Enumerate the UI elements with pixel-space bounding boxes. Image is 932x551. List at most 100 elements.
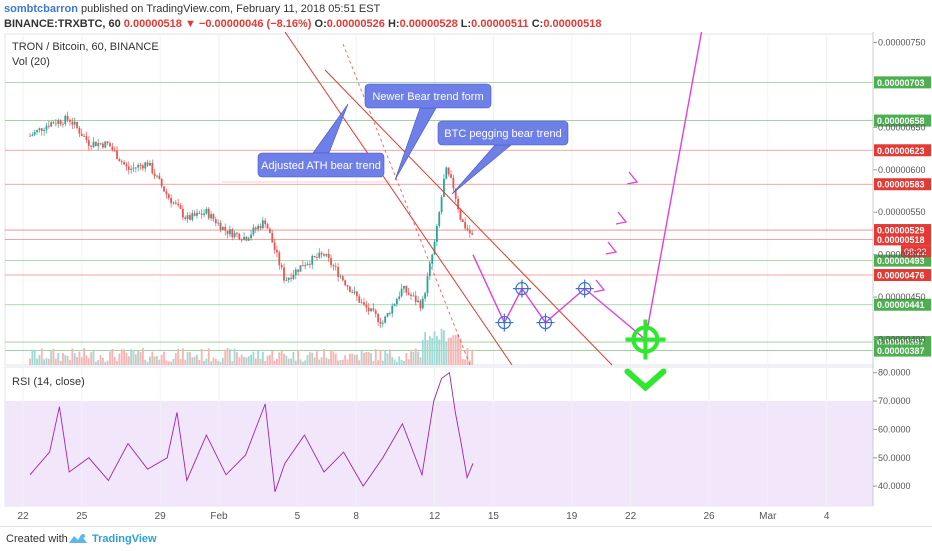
- price-level-tag: [874, 254, 931, 267]
- candle-body: [438, 212, 441, 226]
- ohlc-low-label: L:: [460, 18, 472, 30]
- price-level-label: 0.00000397: [877, 338, 925, 348]
- candle-body: [43, 129, 46, 131]
- volume-bar: [431, 337, 434, 365]
- candle-body: [111, 146, 114, 150]
- volume-bar: [111, 348, 114, 365]
- volume-bar: [379, 350, 382, 365]
- candle-body: [238, 233, 241, 240]
- volume-bar: [337, 360, 340, 365]
- candle-body: [276, 249, 278, 253]
- volume-bar: [297, 349, 300, 365]
- volume-bar: [410, 351, 412, 365]
- volume-bar: [132, 350, 135, 365]
- volume-bar: [236, 352, 238, 365]
- volume-bar: [151, 351, 154, 365]
- volume-bar: [377, 360, 379, 365]
- candle-body: [106, 141, 109, 144]
- price-level-label: 0.00000518: [877, 235, 925, 245]
- callout-text: BTC pegging bear trend: [444, 128, 561, 140]
- volume-bar: [351, 353, 354, 365]
- volume-bar: [313, 357, 316, 365]
- candle-body: [414, 295, 417, 303]
- volume-bar: [287, 358, 290, 365]
- volume-bar: [318, 359, 321, 365]
- volume-bar: [118, 353, 121, 365]
- price-level-label: 0.00000703: [877, 78, 925, 88]
- volume-bar: [214, 358, 217, 365]
- candle-body: [259, 225, 262, 229]
- tradingview-logo-icon[interactable]: [68, 532, 88, 549]
- volume-bar: [471, 349, 474, 365]
- candle-body: [40, 128, 43, 131]
- volume-bar: [367, 352, 370, 365]
- volume-bar: [172, 358, 175, 365]
- candle-body: [158, 175, 161, 180]
- volume-bar: [238, 357, 241, 365]
- candle-body: [170, 197, 173, 204]
- candle-body: [123, 162, 125, 165]
- volume-bar: [269, 355, 271, 365]
- footer-bar: Created with TradingView: [0, 526, 932, 551]
- candle-body: [323, 254, 325, 256]
- candle-body: [266, 224, 269, 229]
- volume-bar: [243, 357, 245, 365]
- candle-body: [417, 300, 419, 303]
- candle-body: [165, 191, 168, 195]
- chart-area[interactable]: 0.00000703 0.00000658 0.00000623 0.00000583…: [0, 16, 932, 525]
- volume-bar: [92, 350, 95, 365]
- volume-bar: [134, 354, 137, 365]
- candle-body: [320, 252, 323, 255]
- candle-body: [410, 294, 412, 297]
- candle-body: [334, 266, 337, 268]
- volume-bar: [250, 354, 252, 365]
- candle-body: [210, 214, 213, 219]
- candle-body: [250, 234, 252, 239]
- candle-body: [287, 277, 290, 281]
- candle-body: [372, 308, 375, 311]
- y-tick-label: 0.00000550: [878, 207, 926, 217]
- volume-bar: [348, 353, 351, 365]
- candle-body: [76, 121, 78, 128]
- candle-body: [198, 212, 201, 214]
- candle-body: [52, 122, 55, 124]
- price-level-label: 0.00000658: [877, 116, 925, 126]
- symbol-line: BINANCE:TRXBTC, 60 0.00000518 ▼ −0.00000…: [4, 18, 601, 30]
- volume-bar: [47, 358, 50, 365]
- volume-bar: [419, 357, 422, 365]
- volume-bar: [301, 361, 304, 365]
- candle-body: [292, 274, 295, 279]
- published-text: published on TradingView.com, February 1…: [81, 3, 381, 15]
- volume-bar: [447, 337, 450, 365]
- volume-bar: [231, 361, 234, 365]
- candle-body: [398, 296, 401, 299]
- candle-body: [163, 186, 165, 192]
- candle-body: [457, 198, 459, 210]
- volume-bar: [466, 348, 469, 365]
- candle-body: [280, 265, 283, 268]
- candle-body: [104, 141, 107, 148]
- candle-body: [341, 276, 344, 281]
- countdown-label: 08:22: [904, 247, 927, 257]
- volume-bar: [353, 354, 356, 365]
- volume-bar: [127, 356, 130, 365]
- tradingview-brand[interactable]: TradingView: [92, 533, 157, 545]
- volume-bar: [316, 351, 318, 365]
- volume-bar: [33, 351, 36, 365]
- candle-body: [424, 293, 427, 299]
- volume-bar: [330, 350, 332, 365]
- volume-bar: [80, 356, 83, 365]
- volume-bar: [62, 352, 64, 365]
- chart-svg[interactable]: 0.00000703 0.00000658 0.00000623 0.00000583…: [0, 16, 932, 525]
- volume-bar: [76, 356, 78, 365]
- candle-body: [212, 214, 215, 220]
- candle-body: [109, 143, 111, 147]
- candle-body: [205, 208, 208, 214]
- volume-bar: [193, 356, 196, 365]
- author-link[interactable]: sombtcbarron: [4, 3, 78, 15]
- x-tick-label: 22: [625, 511, 637, 522]
- candle-body: [257, 225, 260, 230]
- volume-bar: [386, 353, 389, 365]
- candle-body: [337, 267, 340, 277]
- price-level-tag: [874, 178, 931, 191]
